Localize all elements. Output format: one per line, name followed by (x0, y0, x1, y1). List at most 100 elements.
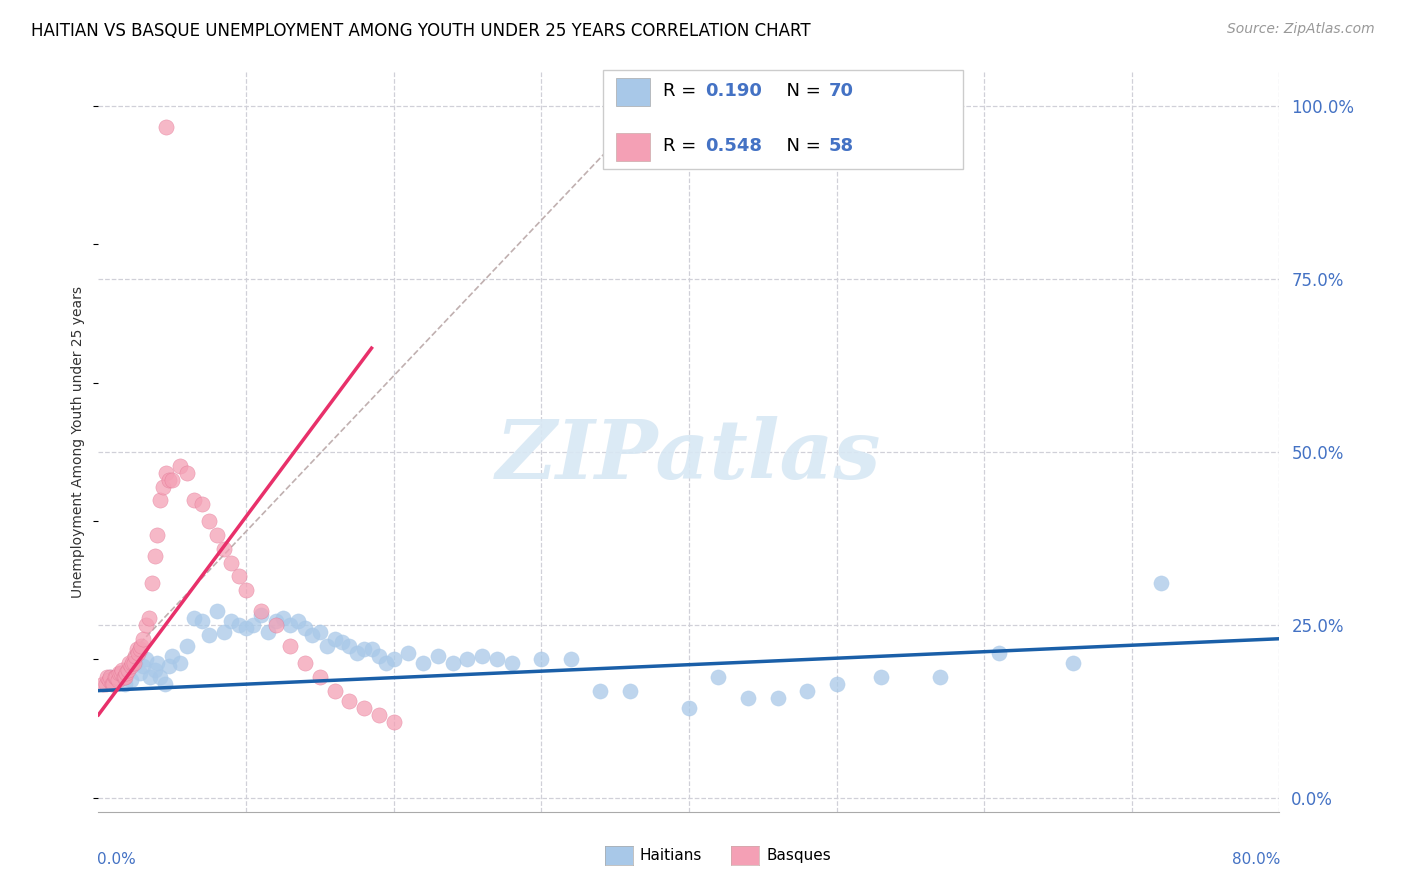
Point (412, 656, 434, 670)
Point (264, 615, 287, 629)
Point (242, 618, 264, 632)
Point (183, 611, 205, 625)
Point (619, 683, 641, 698)
Text: N =: N = (775, 136, 827, 154)
Point (212, 541, 235, 556)
Text: 0.548: 0.548 (704, 136, 762, 154)
Point (128, 666, 150, 681)
Point (98, 670, 121, 684)
Point (125, 642, 148, 657)
Text: Basques: Basques (766, 848, 831, 863)
Point (146, 528, 169, 542)
Point (1150, 576, 1173, 591)
Point (103, 676, 125, 690)
Point (323, 683, 346, 698)
Point (205, 528, 228, 542)
Point (152, 479, 174, 493)
Point (707, 670, 730, 684)
Point (353, 642, 375, 657)
Point (589, 683, 612, 698)
Point (169, 458, 191, 473)
Point (146, 656, 169, 670)
Point (235, 583, 257, 598)
Point (115, 666, 138, 681)
Point (221, 615, 243, 629)
Point (929, 670, 952, 684)
Text: 0.190: 0.190 (704, 81, 762, 100)
Point (129, 639, 152, 653)
Point (132, 659, 155, 673)
Point (149, 493, 172, 508)
Point (353, 701, 375, 715)
Y-axis label: Unemployment Among Youth under 25 years: Unemployment Among Youth under 25 years (72, 285, 86, 598)
Point (143, 549, 166, 563)
Point (135, 618, 157, 632)
Point (825, 676, 848, 690)
Point (138, 611, 160, 625)
Point (91, 676, 114, 690)
Point (128, 642, 150, 657)
Point (110, 666, 132, 681)
Point (111, 663, 134, 677)
Point (176, 466, 198, 480)
Point (112, 670, 135, 684)
Point (157, 473, 180, 487)
Point (183, 493, 205, 508)
Point (382, 652, 405, 666)
Point (737, 690, 759, 705)
Point (766, 690, 789, 705)
Text: Haitians: Haitians (640, 848, 702, 863)
Point (228, 618, 250, 632)
Point (323, 632, 346, 646)
Point (560, 652, 582, 666)
Point (94, 676, 117, 690)
Point (870, 670, 893, 684)
Point (294, 621, 316, 635)
Point (132, 632, 155, 646)
Point (530, 652, 553, 666)
Point (988, 646, 1011, 660)
Point (127, 646, 149, 660)
Point (228, 569, 250, 583)
Point (205, 604, 228, 618)
Point (198, 628, 221, 642)
Point (309, 670, 332, 684)
Point (368, 648, 391, 663)
Point (153, 676, 176, 690)
Point (104, 670, 127, 684)
Point (382, 714, 405, 729)
Point (117, 663, 139, 677)
Point (139, 670, 162, 684)
Text: 0.0%: 0.0% (97, 853, 136, 867)
Point (155, 466, 177, 480)
Point (191, 497, 214, 511)
Text: 70: 70 (828, 81, 853, 100)
Point (117, 663, 139, 677)
Point (316, 639, 339, 653)
Text: 58: 58 (828, 136, 853, 154)
Point (294, 656, 316, 670)
Point (114, 676, 136, 690)
Point (105, 670, 128, 684)
Point (368, 707, 391, 722)
Point (176, 639, 198, 653)
Point (212, 624, 235, 639)
Point (457, 652, 479, 666)
Point (120, 673, 142, 688)
Point (264, 618, 287, 632)
Point (471, 648, 494, 663)
Point (678, 701, 700, 715)
Point (169, 656, 191, 670)
Point (100, 676, 122, 690)
Point (250, 604, 273, 618)
Point (135, 652, 157, 666)
Point (122, 656, 145, 670)
Point (280, 639, 302, 653)
Point (157, 659, 180, 673)
Text: R =: R = (662, 81, 702, 100)
Point (287, 615, 309, 629)
Point (96, 670, 118, 684)
Point (346, 646, 368, 660)
Point (162, 473, 183, 487)
Point (309, 624, 332, 639)
